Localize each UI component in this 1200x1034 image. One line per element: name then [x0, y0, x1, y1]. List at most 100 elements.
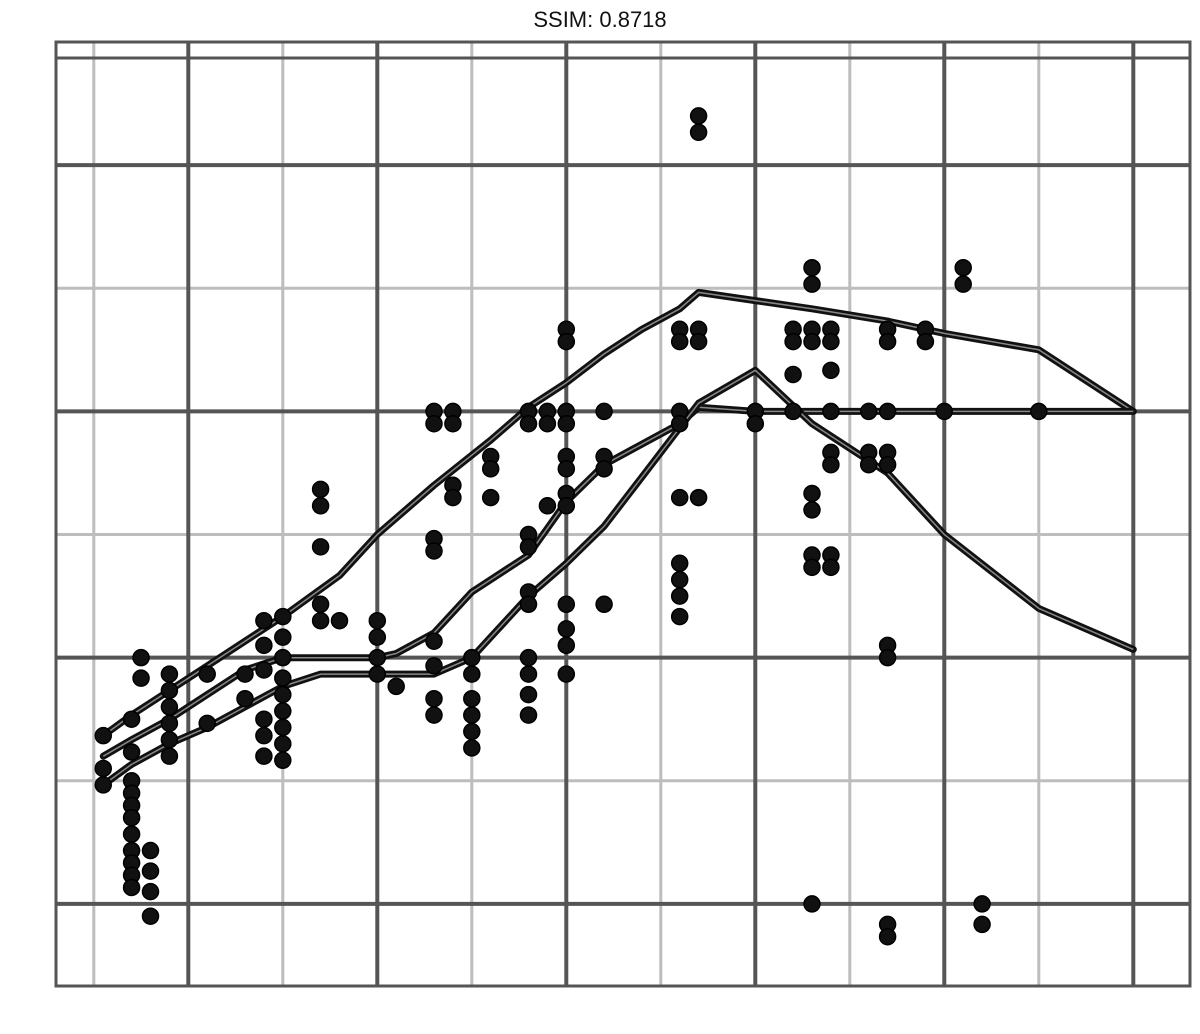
data-point — [557, 414, 576, 433]
data-point — [122, 878, 141, 897]
data-point — [141, 841, 160, 860]
data-point — [803, 332, 821, 351]
data-point — [538, 497, 557, 515]
data-point — [538, 414, 557, 433]
data-point — [255, 726, 273, 745]
data-point — [160, 681, 179, 700]
data-point — [444, 414, 462, 433]
data-point — [236, 689, 254, 708]
data-point — [1030, 402, 1048, 421]
data-point — [160, 730, 179, 749]
data-point — [160, 665, 179, 683]
data-point — [141, 862, 160, 880]
data-point — [595, 595, 613, 614]
data-point — [822, 402, 840, 421]
data-point — [311, 480, 330, 499]
data-point — [122, 808, 141, 827]
data-point — [670, 414, 689, 433]
data-point — [878, 455, 897, 474]
data-point — [557, 620, 576, 638]
data-point — [463, 706, 481, 724]
data-point — [274, 751, 292, 770]
data-point — [519, 648, 538, 667]
data-point — [481, 488, 500, 507]
data-point — [519, 665, 538, 683]
data-point — [274, 718, 292, 737]
data-point — [122, 743, 141, 761]
data-point — [878, 927, 897, 946]
data-point — [94, 776, 112, 794]
data-point — [878, 648, 897, 667]
data-point — [803, 275, 821, 293]
data-point — [94, 759, 112, 778]
data-point — [973, 895, 991, 913]
data-point — [670, 570, 689, 589]
data-point — [160, 714, 179, 733]
data-point — [822, 558, 840, 577]
data-point — [822, 361, 840, 380]
data-point — [916, 332, 935, 351]
data-point — [425, 689, 443, 708]
data-point — [670, 332, 689, 351]
data-point — [822, 332, 840, 351]
data-point — [368, 611, 387, 630]
data-point — [274, 648, 292, 667]
data-point — [94, 726, 112, 745]
data-point — [463, 665, 481, 683]
data-point — [160, 747, 179, 765]
data-point — [803, 558, 821, 577]
data-point — [689, 107, 708, 125]
data-point — [274, 628, 292, 646]
data-point — [444, 488, 462, 507]
data-point — [784, 332, 802, 351]
data-point — [141, 882, 160, 901]
series-lines — [99, 288, 1137, 789]
data-point — [141, 907, 160, 925]
series-line-highlight-3 — [102, 369, 1134, 786]
data-point — [878, 402, 897, 421]
data-point — [803, 484, 821, 503]
data-point — [425, 657, 443, 675]
data-point — [689, 488, 708, 507]
data-point — [519, 538, 538, 556]
data-point — [255, 661, 273, 679]
data-point — [519, 685, 538, 704]
data-point — [784, 365, 802, 384]
data-point — [859, 455, 878, 474]
data-point — [463, 739, 481, 757]
data-point — [311, 538, 330, 556]
data-point — [954, 275, 972, 293]
data-point — [198, 665, 216, 683]
data-point — [803, 501, 821, 519]
data-point — [803, 258, 821, 277]
data-point — [670, 488, 689, 507]
scatter-points — [94, 107, 1048, 946]
series-line-highlight-1 — [102, 291, 1134, 737]
data-point — [519, 706, 538, 724]
data-point — [274, 702, 292, 720]
data-point — [274, 607, 292, 626]
data-point — [463, 648, 481, 667]
data-point — [670, 554, 689, 573]
data-point — [132, 648, 150, 667]
data-point — [368, 628, 387, 646]
grid-layer — [56, 40, 1190, 986]
data-point — [670, 587, 689, 605]
data-point — [878, 332, 897, 351]
data-point — [954, 258, 972, 277]
data-point — [387, 677, 405, 696]
plot-frame — [54, 40, 1192, 988]
data-point — [236, 665, 254, 683]
data-point — [255, 710, 273, 728]
data-point — [859, 402, 878, 421]
data-point — [935, 402, 954, 421]
data-point — [670, 607, 689, 626]
data-point — [595, 402, 613, 421]
data-point — [198, 714, 216, 733]
data-point — [274, 669, 292, 687]
data-point — [368, 665, 387, 683]
data-point — [368, 648, 387, 667]
data-point — [311, 611, 330, 630]
